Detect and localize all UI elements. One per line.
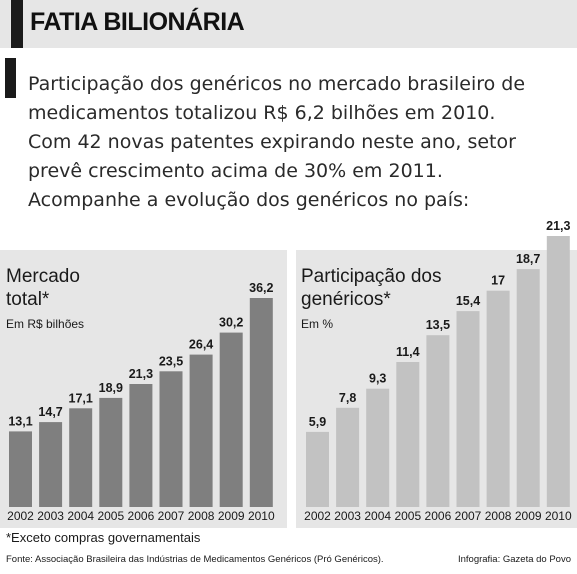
value-label-2010: 36,2 xyxy=(249,281,273,295)
value-label-2004: 17,1 xyxy=(69,391,93,405)
bar-2006 xyxy=(426,335,450,507)
year-label-2010: 2010 xyxy=(545,509,572,523)
bars-group: 5,9 2002 7,8 2003 9,3 2004 11,4 2005 13,5 2006 15,… xyxy=(304,219,572,523)
intro-line: prevê crescimento acima de 30% em 2011. xyxy=(28,160,443,182)
year-label-2005: 2005 xyxy=(97,509,124,523)
bar-2002 xyxy=(9,431,32,507)
value-label-2007: 23,5 xyxy=(159,354,183,368)
chart-title-line: Mercado xyxy=(6,266,80,287)
bar-2007 xyxy=(456,311,480,507)
header-band xyxy=(0,0,577,48)
year-label-2002: 2002 xyxy=(304,509,331,523)
year-label-2004: 2004 xyxy=(67,509,94,523)
year-label-2008: 2008 xyxy=(485,509,512,523)
chart-title-line: Participação dos xyxy=(301,266,441,287)
intro-line: Participação dos genéricos no mercado br… xyxy=(28,73,526,95)
value-label-2004: 9,3 xyxy=(369,372,386,386)
bar-2003 xyxy=(336,407,360,507)
bar-2004 xyxy=(366,388,390,507)
year-label-2007: 2007 xyxy=(455,509,482,523)
intro-line: medicamentos totalizou R$ 6,2 bilhões em… xyxy=(28,102,496,124)
value-label-2007: 15,4 xyxy=(456,294,480,308)
bar-2006 xyxy=(129,384,153,507)
bar-2004 xyxy=(69,408,93,507)
bar-2007 xyxy=(159,371,183,507)
value-label-2005: 18,9 xyxy=(99,381,123,395)
chart-title-line: genéricos* xyxy=(301,289,391,310)
bars-group: 13,1 2002 14,7 2003 17,1 2004 18,9 2005 21,3 2006… xyxy=(7,281,275,523)
value-label-2002: 5,9 xyxy=(309,415,326,429)
value-label-2006: 21,3 xyxy=(129,367,153,381)
infographic-credit: Infografia: Gazeta do Povo xyxy=(457,554,571,565)
footnote: *Exceto compras governamentais xyxy=(6,530,201,545)
source-credit: Fonte: Associação Brasileira das Indústr… xyxy=(6,554,384,565)
year-label-2002: 2002 xyxy=(7,509,34,523)
year-label-2007: 2007 xyxy=(158,509,185,523)
page-title: FATIA BILIONÁRIA xyxy=(30,8,245,36)
chart-unit-label: Em R$ bilhões xyxy=(6,317,84,331)
bar-2008 xyxy=(189,354,213,507)
year-label-2003: 2003 xyxy=(37,509,64,523)
year-label-2010: 2010 xyxy=(248,509,275,523)
bar-2010 xyxy=(249,298,273,507)
bar-2009 xyxy=(219,332,243,507)
year-label-2003: 2003 xyxy=(334,509,361,523)
intro-line: Acompanhe a evolução dos genéricos no pa… xyxy=(28,189,470,211)
value-label-2003: 14,7 xyxy=(38,405,62,419)
bar-2002 xyxy=(306,431,329,507)
value-label-2008: 17 xyxy=(491,274,505,288)
bar-2005 xyxy=(396,362,420,507)
year-label-2009: 2009 xyxy=(218,509,245,523)
year-label-2005: 2005 xyxy=(394,509,421,523)
chart-unit-label: Em % xyxy=(301,317,333,331)
value-label-2006: 13,5 xyxy=(426,318,450,332)
year-label-2009: 2009 xyxy=(515,509,542,523)
bar-2009 xyxy=(516,269,540,507)
value-label-2010: 21,3 xyxy=(546,219,570,233)
year-label-2008: 2008 xyxy=(188,509,215,523)
value-label-2009: 30,2 xyxy=(219,316,243,330)
bar-2003 xyxy=(39,422,63,507)
intro-line: Com 42 novas patentes expirando neste an… xyxy=(28,131,516,153)
intro-text: Participação dos genéricos no mercado br… xyxy=(28,70,573,215)
bar-2010 xyxy=(546,236,570,507)
value-label-2003: 7,8 xyxy=(339,391,356,405)
value-label-2009: 18,7 xyxy=(516,252,540,266)
bar-2005 xyxy=(99,397,123,507)
bar-2008 xyxy=(486,290,510,507)
header-accent-bar xyxy=(11,0,23,48)
year-label-2004: 2004 xyxy=(364,509,391,523)
value-label-2008: 26,4 xyxy=(189,338,213,352)
value-label-2002: 13,1 xyxy=(8,414,32,428)
intro-accent-bar xyxy=(5,58,16,98)
chart-title-line: total* xyxy=(6,289,50,310)
value-label-2005: 11,4 xyxy=(396,345,420,359)
year-label-2006: 2006 xyxy=(128,509,155,523)
year-label-2006: 2006 xyxy=(425,509,452,523)
